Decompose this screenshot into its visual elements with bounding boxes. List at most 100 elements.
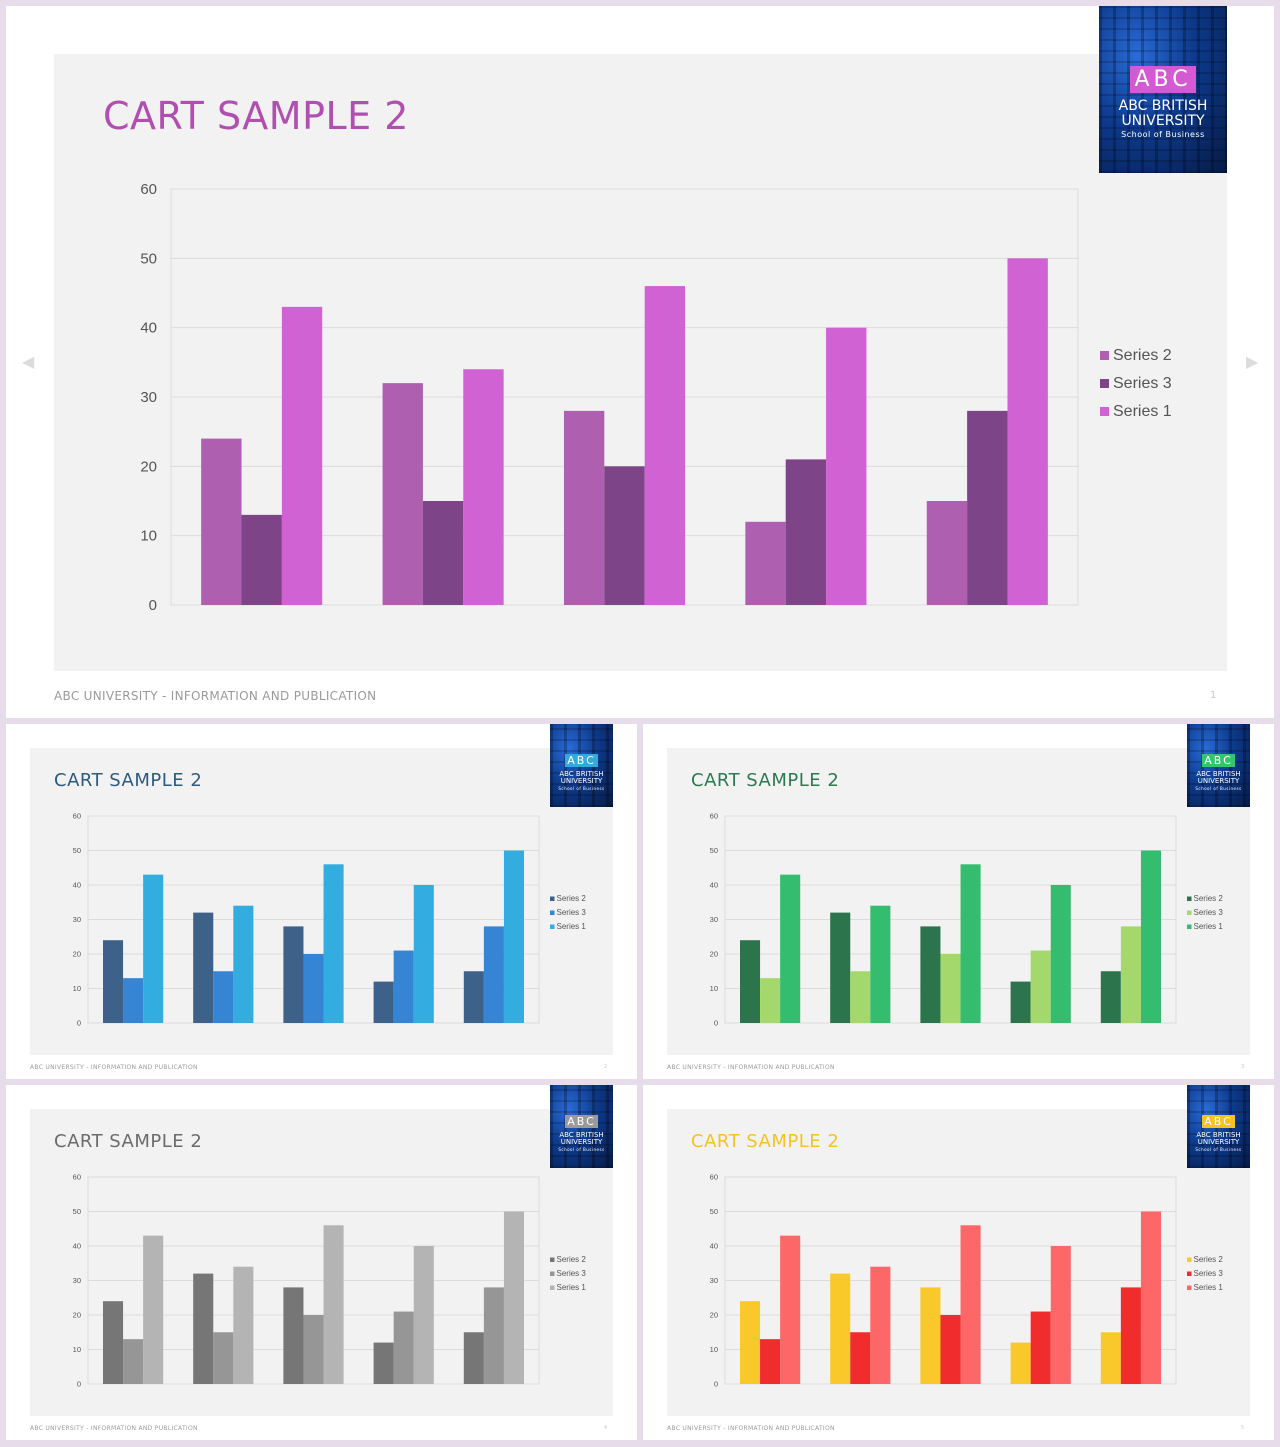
bar bbox=[193, 1273, 214, 1384]
bar bbox=[283, 926, 304, 1023]
page-number: 1 bbox=[1210, 690, 1217, 701]
logo-line-3: School of Business bbox=[1195, 785, 1242, 791]
slide-title: CART SAMPLE 2 bbox=[691, 770, 840, 791]
y-tick-label: 0 bbox=[714, 1019, 718, 1028]
bar bbox=[193, 912, 214, 1023]
legend-label: Series 1 bbox=[1113, 403, 1172, 420]
bar bbox=[102, 1301, 124, 1384]
y-tick-label: 10 bbox=[710, 1345, 718, 1354]
legend-label: Series 3 bbox=[557, 1269, 587, 1278]
y-tick-label: 20 bbox=[73, 950, 81, 959]
bar bbox=[283, 1287, 304, 1384]
page-number: 5 bbox=[1241, 1425, 1245, 1431]
y-tick-label: 50 bbox=[710, 1207, 718, 1216]
y-tick-label: 0 bbox=[714, 1380, 718, 1389]
university-logo: ABC ABC BRITISH UNIVERSITY School of Bus… bbox=[1187, 724, 1250, 807]
legend-swatch bbox=[550, 924, 555, 929]
logo-letters: ABC bbox=[565, 754, 598, 767]
slide-3[interactable]: CART SAMPLE 2 0 10 20 30 40 50 60 Series 2 Serie… bbox=[643, 724, 1274, 1079]
legend-swatch bbox=[1187, 1271, 1192, 1276]
legend-label: Series 3 bbox=[1194, 908, 1224, 917]
y-tick-label: 50 bbox=[140, 250, 157, 267]
legend-swatch bbox=[1187, 910, 1192, 915]
y-tick-label: 60 bbox=[710, 1173, 718, 1182]
y-tick-label: 10 bbox=[73, 984, 81, 993]
bar bbox=[760, 978, 781, 1023]
bar bbox=[422, 501, 464, 605]
bar bbox=[739, 940, 761, 1023]
bar bbox=[1050, 885, 1071, 1023]
logo-letters: ABC bbox=[1130, 66, 1196, 93]
logo-line-3: School of Business bbox=[1195, 1146, 1242, 1152]
legend-label: Series 2 bbox=[557, 1255, 587, 1264]
y-tick-label: 40 bbox=[73, 881, 81, 890]
y-tick-label: 60 bbox=[73, 1173, 81, 1182]
slide-1[interactable]: CART SAMPLE 2 0 10 20 30 40 50 60 Series 2 Serie… bbox=[6, 6, 1274, 718]
bar bbox=[143, 874, 164, 1023]
y-tick-label: 30 bbox=[710, 1276, 718, 1285]
bar bbox=[213, 971, 234, 1023]
logo-line-2: UNIVERSITY bbox=[560, 777, 603, 786]
bar bbox=[960, 864, 981, 1023]
legend-label: Series 3 bbox=[1194, 1269, 1224, 1278]
logo-line-3: School of Business bbox=[558, 785, 605, 791]
slide-footer: ABC UNIVERSITY - INFORMATION AND PUBLICA… bbox=[54, 689, 377, 703]
slide-title: CART SAMPLE 2 bbox=[691, 1131, 840, 1152]
y-tick-label: 10 bbox=[710, 984, 718, 993]
logo-line-1: ABC BRITISH bbox=[559, 1131, 604, 1139]
bar bbox=[503, 850, 525, 1023]
bar bbox=[1120, 1287, 1141, 1384]
bar bbox=[373, 981, 394, 1023]
bar bbox=[739, 1301, 761, 1384]
bar bbox=[303, 954, 324, 1023]
bar bbox=[483, 1287, 504, 1384]
y-tick-label: 0 bbox=[149, 597, 157, 614]
y-tick-label: 30 bbox=[140, 389, 157, 406]
bar bbox=[213, 1332, 234, 1384]
slide-2[interactable]: CART SAMPLE 2 0 10 20 30 40 50 60 Series 2 Serie… bbox=[6, 724, 637, 1079]
next-slide-arrow-icon[interactable]: ▶ bbox=[1246, 352, 1259, 371]
bar bbox=[123, 978, 144, 1023]
bar bbox=[960, 1225, 981, 1384]
slide-footer: ABC UNIVERSITY - INFORMATION AND PUBLICA… bbox=[667, 1064, 835, 1071]
logo-line-1: ABC BRITISH bbox=[1118, 98, 1208, 114]
bar bbox=[926, 501, 968, 605]
logo-letters: ABC bbox=[1202, 754, 1235, 767]
bar bbox=[780, 1235, 801, 1384]
prev-slide-arrow-icon[interactable]: ◀ bbox=[22, 352, 35, 371]
bar bbox=[920, 926, 941, 1023]
bar-chart: 0 10 20 30 40 50 60 Series 2 Series 3 Series 1 bbox=[710, 1173, 1224, 1389]
bar bbox=[1100, 971, 1121, 1023]
bar bbox=[780, 874, 801, 1023]
slide-4[interactable]: CART SAMPLE 2 0 10 20 30 40 50 60 Series 2 Serie… bbox=[6, 1085, 637, 1440]
page-number: 4 bbox=[604, 1425, 608, 1431]
bar bbox=[563, 410, 605, 605]
slide-title: CART SAMPLE 2 bbox=[54, 1131, 203, 1152]
y-tick-label: 20 bbox=[710, 950, 718, 959]
y-tick-label: 60 bbox=[140, 181, 157, 198]
legend-label: Series 2 bbox=[557, 894, 587, 903]
legend-swatch bbox=[1187, 924, 1192, 929]
y-tick-label: 10 bbox=[140, 528, 157, 545]
university-logo: ABC ABC BRITISH UNIVERSITY School of Bus… bbox=[1187, 1085, 1250, 1168]
bar bbox=[1120, 926, 1141, 1023]
bar bbox=[920, 1287, 941, 1384]
bar bbox=[1140, 850, 1162, 1023]
bar-chart: 0 10 20 30 40 50 60 Series 2 Series 3 Series 1 bbox=[710, 812, 1224, 1028]
bar bbox=[850, 1332, 871, 1384]
y-tick-label: 20 bbox=[73, 1311, 81, 1320]
bar bbox=[870, 1266, 891, 1384]
bar bbox=[830, 1273, 851, 1384]
legend-swatch bbox=[550, 1257, 555, 1262]
bar bbox=[233, 905, 254, 1023]
bar bbox=[483, 926, 504, 1023]
y-tick-label: 20 bbox=[140, 458, 157, 475]
y-tick-label: 40 bbox=[710, 881, 718, 890]
bar bbox=[503, 1211, 525, 1384]
bar bbox=[1030, 1311, 1051, 1384]
bar bbox=[604, 466, 645, 605]
legend-label: Series 1 bbox=[557, 1283, 587, 1292]
slide-title: CART SAMPLE 2 bbox=[103, 94, 409, 138]
slide-5[interactable]: CART SAMPLE 2 0 10 20 30 40 50 60 Series 2 Serie… bbox=[643, 1085, 1274, 1440]
legend-label: Series 3 bbox=[1113, 375, 1172, 392]
